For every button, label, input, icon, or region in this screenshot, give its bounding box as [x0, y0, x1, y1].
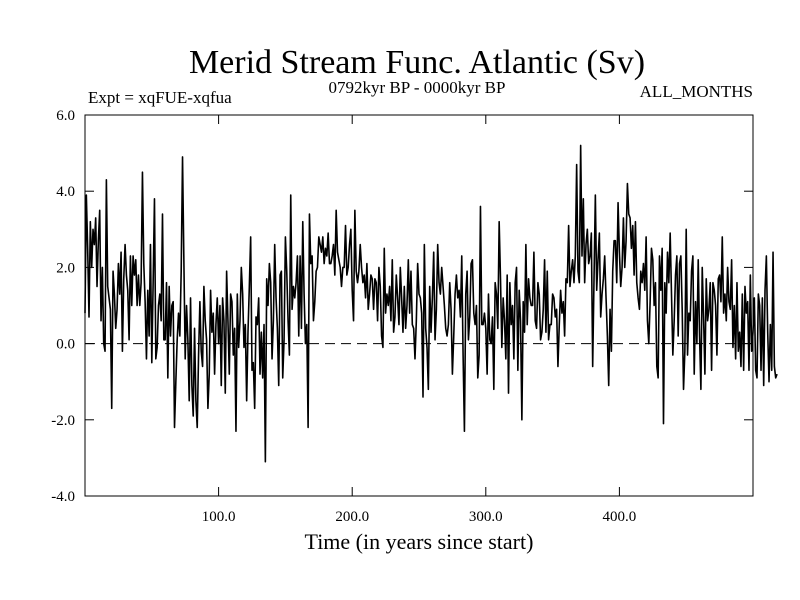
- y-tick-label: 4.0: [56, 184, 75, 200]
- x-tick-label: 200.0: [335, 509, 369, 525]
- y-tick-label: 6.0: [56, 108, 75, 124]
- months-label: ALL_MONTHS: [640, 82, 753, 101]
- y-tick-label: -4.0: [51, 489, 75, 505]
- series-group: [84, 144, 778, 463]
- x-tick-label: 300.0: [469, 509, 503, 525]
- axis-ticks: -4.0 -2.0 0.0 2.0 4.0 6.0 100.0 200.0 300.0 400.0: [51, 108, 753, 525]
- y-tick-label: -2.0: [51, 413, 75, 429]
- y-tick-label: 2.0: [56, 260, 75, 276]
- x-tick-label: 100.0: [202, 509, 236, 525]
- period-label: 0792kyr BP - 0000kyr BP: [329, 78, 506, 97]
- series-line-0: [84, 144, 778, 463]
- y-tick-label: 0.0: [56, 337, 75, 353]
- plot-area-frame: [84, 114, 754, 497]
- chart-title: Merid Stream Func. Atlantic (Sv): [189, 44, 645, 81]
- x-tick-label: 400.0: [603, 509, 637, 525]
- experiment-label: Expt = xqFUE-xqfua: [88, 88, 232, 107]
- x-axis-label: Time (in years since start): [305, 529, 534, 554]
